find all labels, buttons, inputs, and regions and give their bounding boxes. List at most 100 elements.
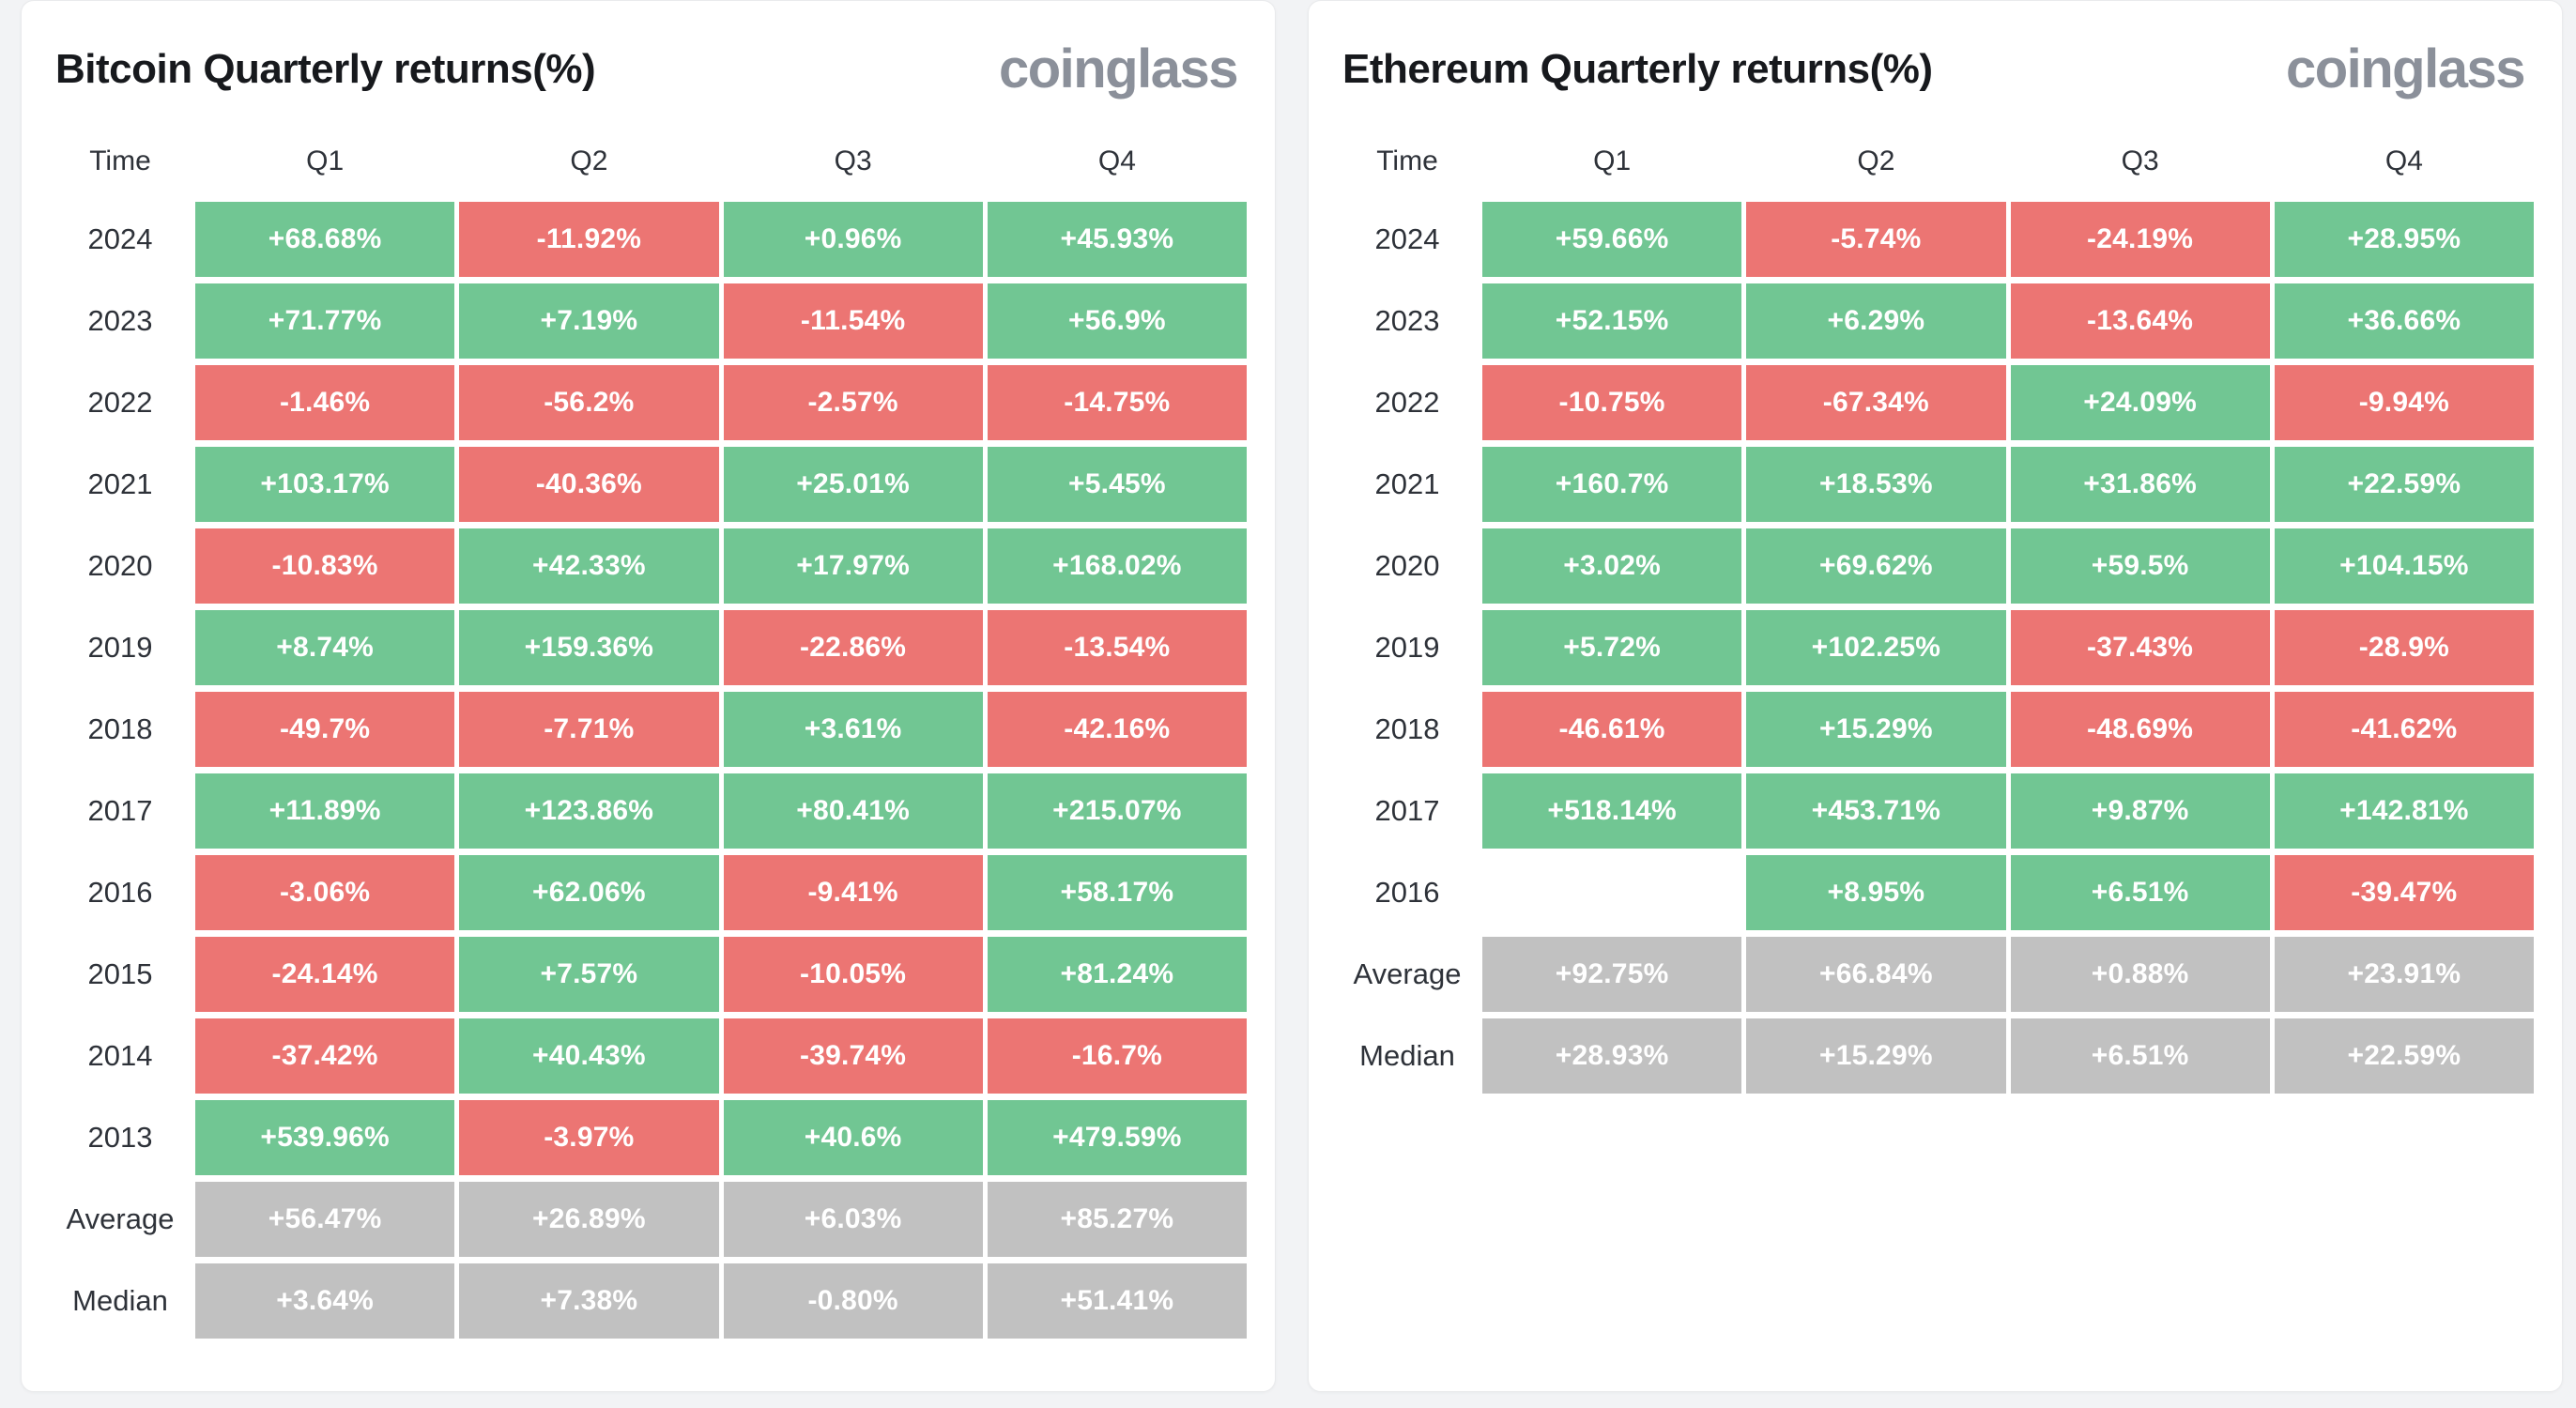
row-label: 2020 [1374, 549, 1440, 582]
return-cell: -67.34% [1746, 365, 2006, 440]
return-cell: -24.19% [2010, 202, 2270, 277]
table-row: Median +3.64% +7.38% -0.80% +51.41% [50, 1263, 1247, 1339]
row-label: 2021 [87, 467, 153, 500]
table-row: 2024 +59.66% -5.74% -24.19% +28.95% [1337, 202, 2534, 277]
return-cell: +68.68% [195, 202, 455, 277]
return-cell: -2.57% [723, 365, 983, 440]
table-row: 2016 +8.95% +6.51% -39.47% [1337, 855, 2534, 930]
return-cell: +22.59% [2274, 1018, 2534, 1094]
return-cell: +31.86% [2010, 447, 2270, 522]
return-cell: +58.17% [987, 855, 1247, 930]
return-cell: +71.77% [195, 283, 455, 359]
return-cell: +3.64% [195, 1263, 455, 1339]
row-label: Average [1353, 957, 1462, 990]
return-cell: +103.17% [195, 447, 455, 522]
return-cell: +539.96% [195, 1100, 455, 1175]
return-cell: +45.93% [987, 202, 1247, 277]
return-cell: +453.71% [1746, 773, 2006, 849]
row-label: 2015 [87, 957, 153, 990]
return-cell: -28.9% [2274, 610, 2534, 685]
column-header: Q2 [570, 145, 608, 176]
return-cell: -56.2% [459, 365, 719, 440]
return-cell: +102.25% [1746, 610, 2006, 685]
column-header: Q1 [1593, 145, 1632, 176]
return-cell: +7.19% [459, 283, 719, 359]
row-label: 2021 [1374, 467, 1440, 500]
card-header: Ethereum Quarterly returns(%) coinglass [1309, 1, 2562, 97]
return-cell: +7.38% [459, 1263, 719, 1339]
row-label: 2023 [87, 304, 153, 337]
table-row: 2017 +11.89% +123.86% +80.41% +215.07% [50, 773, 1247, 849]
column-header: Q4 [2384, 145, 2423, 176]
return-cell: +5.72% [1482, 610, 1742, 685]
row-label: 2022 [1374, 386, 1440, 419]
table-row: 2020 -10.83% +42.33% +17.97% +168.02% [50, 528, 1247, 604]
return-cell: -14.75% [987, 365, 1247, 440]
coinglass-logo[interactable]: coinglass [2285, 38, 2526, 99]
page-title: Ethereum Quarterly returns(%) [1342, 46, 1933, 92]
return-cell: -39.74% [723, 1018, 983, 1094]
row-label: 2018 [87, 712, 153, 745]
table-row: 2018 -46.61% +15.29% -48.69% -41.62% [1337, 692, 2534, 767]
bitcoin-returns-card: Bitcoin Quarterly returns(%) coinglass T… [21, 0, 1276, 1392]
ethereum-returns-card: Ethereum Quarterly returns(%) coinglass … [1308, 0, 2563, 1392]
return-cell: -37.42% [195, 1018, 455, 1094]
return-cell: -11.54% [723, 283, 983, 359]
return-cell: -22.86% [723, 610, 983, 685]
row-label: 2022 [87, 386, 153, 419]
return-cell: +52.15% [1482, 283, 1742, 359]
return-cell: +40.6% [723, 1100, 983, 1175]
return-cell: -41.62% [2274, 692, 2534, 767]
table-row: 2017 +518.14% +453.71% +9.87% +142.81% [1337, 773, 2534, 849]
table-row: Average +92.75% +66.84% +0.88% +23.91% [1337, 937, 2534, 1012]
table-row: 2022 -1.46% -56.2% -2.57% -14.75% [50, 365, 1247, 440]
return-cell: -13.64% [2010, 283, 2270, 359]
return-cell: -48.69% [2010, 692, 2270, 767]
table-row: Median +28.93% +15.29% +6.51% +22.59% [1337, 1018, 2534, 1094]
row-label: 2017 [1374, 794, 1440, 827]
return-cell: +22.59% [2274, 447, 2534, 522]
return-cell: +59.5% [2010, 528, 2270, 604]
return-cell: +3.61% [723, 692, 983, 767]
page-title: Bitcoin Quarterly returns(%) [55, 46, 596, 92]
return-cell: +80.41% [723, 773, 983, 849]
return-cell: +0.96% [723, 202, 983, 277]
return-cell: +62.06% [459, 855, 719, 930]
return-cell: +6.51% [2010, 1018, 2270, 1094]
return-cell: +56.47% [195, 1182, 455, 1257]
table-row: 2016 -3.06% +62.06% -9.41% +58.17% [50, 855, 1247, 930]
return-cell: +66.84% [1746, 937, 2006, 1012]
return-cell: +0.88% [2010, 937, 2270, 1012]
return-cell: -1.46% [195, 365, 455, 440]
column-header: Time [1376, 145, 1438, 176]
return-cell: -46.61% [1482, 692, 1742, 767]
returns-table: Time Q1 Q2 Q3 Q4 2024 +59.66% -5.74% -24.19% +28.… [1309, 97, 2562, 1094]
return-cell: +104.15% [2274, 528, 2534, 604]
coinglass-logo[interactable]: coinglass [998, 38, 1239, 99]
return-cell: +3.02% [1482, 528, 1742, 604]
column-header: Q3 [834, 145, 872, 176]
column-header: Q3 [2121, 145, 2159, 176]
return-cell: +51.41% [987, 1263, 1247, 1339]
table-row: 2021 +103.17% -40.36% +25.01% +5.45% [50, 447, 1247, 522]
return-cell: +215.07% [987, 773, 1247, 849]
row-label: 2014 [87, 1039, 153, 1072]
return-cell: +85.27% [987, 1182, 1247, 1257]
return-cell: -49.7% [195, 692, 455, 767]
table-row: 2018 -49.7% -7.71% +3.61% -42.16% [50, 692, 1247, 767]
return-cell: +518.14% [1482, 773, 1742, 849]
header-row: Time Q1 Q2 Q3 Q4 [1337, 134, 2534, 189]
table-row: 2022 -10.75% -67.34% +24.09% -9.94% [1337, 365, 2534, 440]
return-cell: +18.53% [1746, 447, 2006, 522]
return-cell: -0.80% [723, 1263, 983, 1339]
row-label: 2023 [1374, 304, 1440, 337]
return-cell: +25.01% [723, 447, 983, 522]
table-row: 2024 +68.68% -11.92% +0.96% +45.93% [50, 202, 1247, 277]
return-cell: -10.05% [723, 937, 983, 1012]
return-cell: +15.29% [1746, 1018, 2006, 1094]
column-header: Q1 [306, 145, 345, 176]
return-cell: +142.81% [2274, 773, 2534, 849]
table-row: Average +56.47% +26.89% +6.03% +85.27% [50, 1182, 1247, 1257]
return-cell: +40.43% [459, 1018, 719, 1094]
